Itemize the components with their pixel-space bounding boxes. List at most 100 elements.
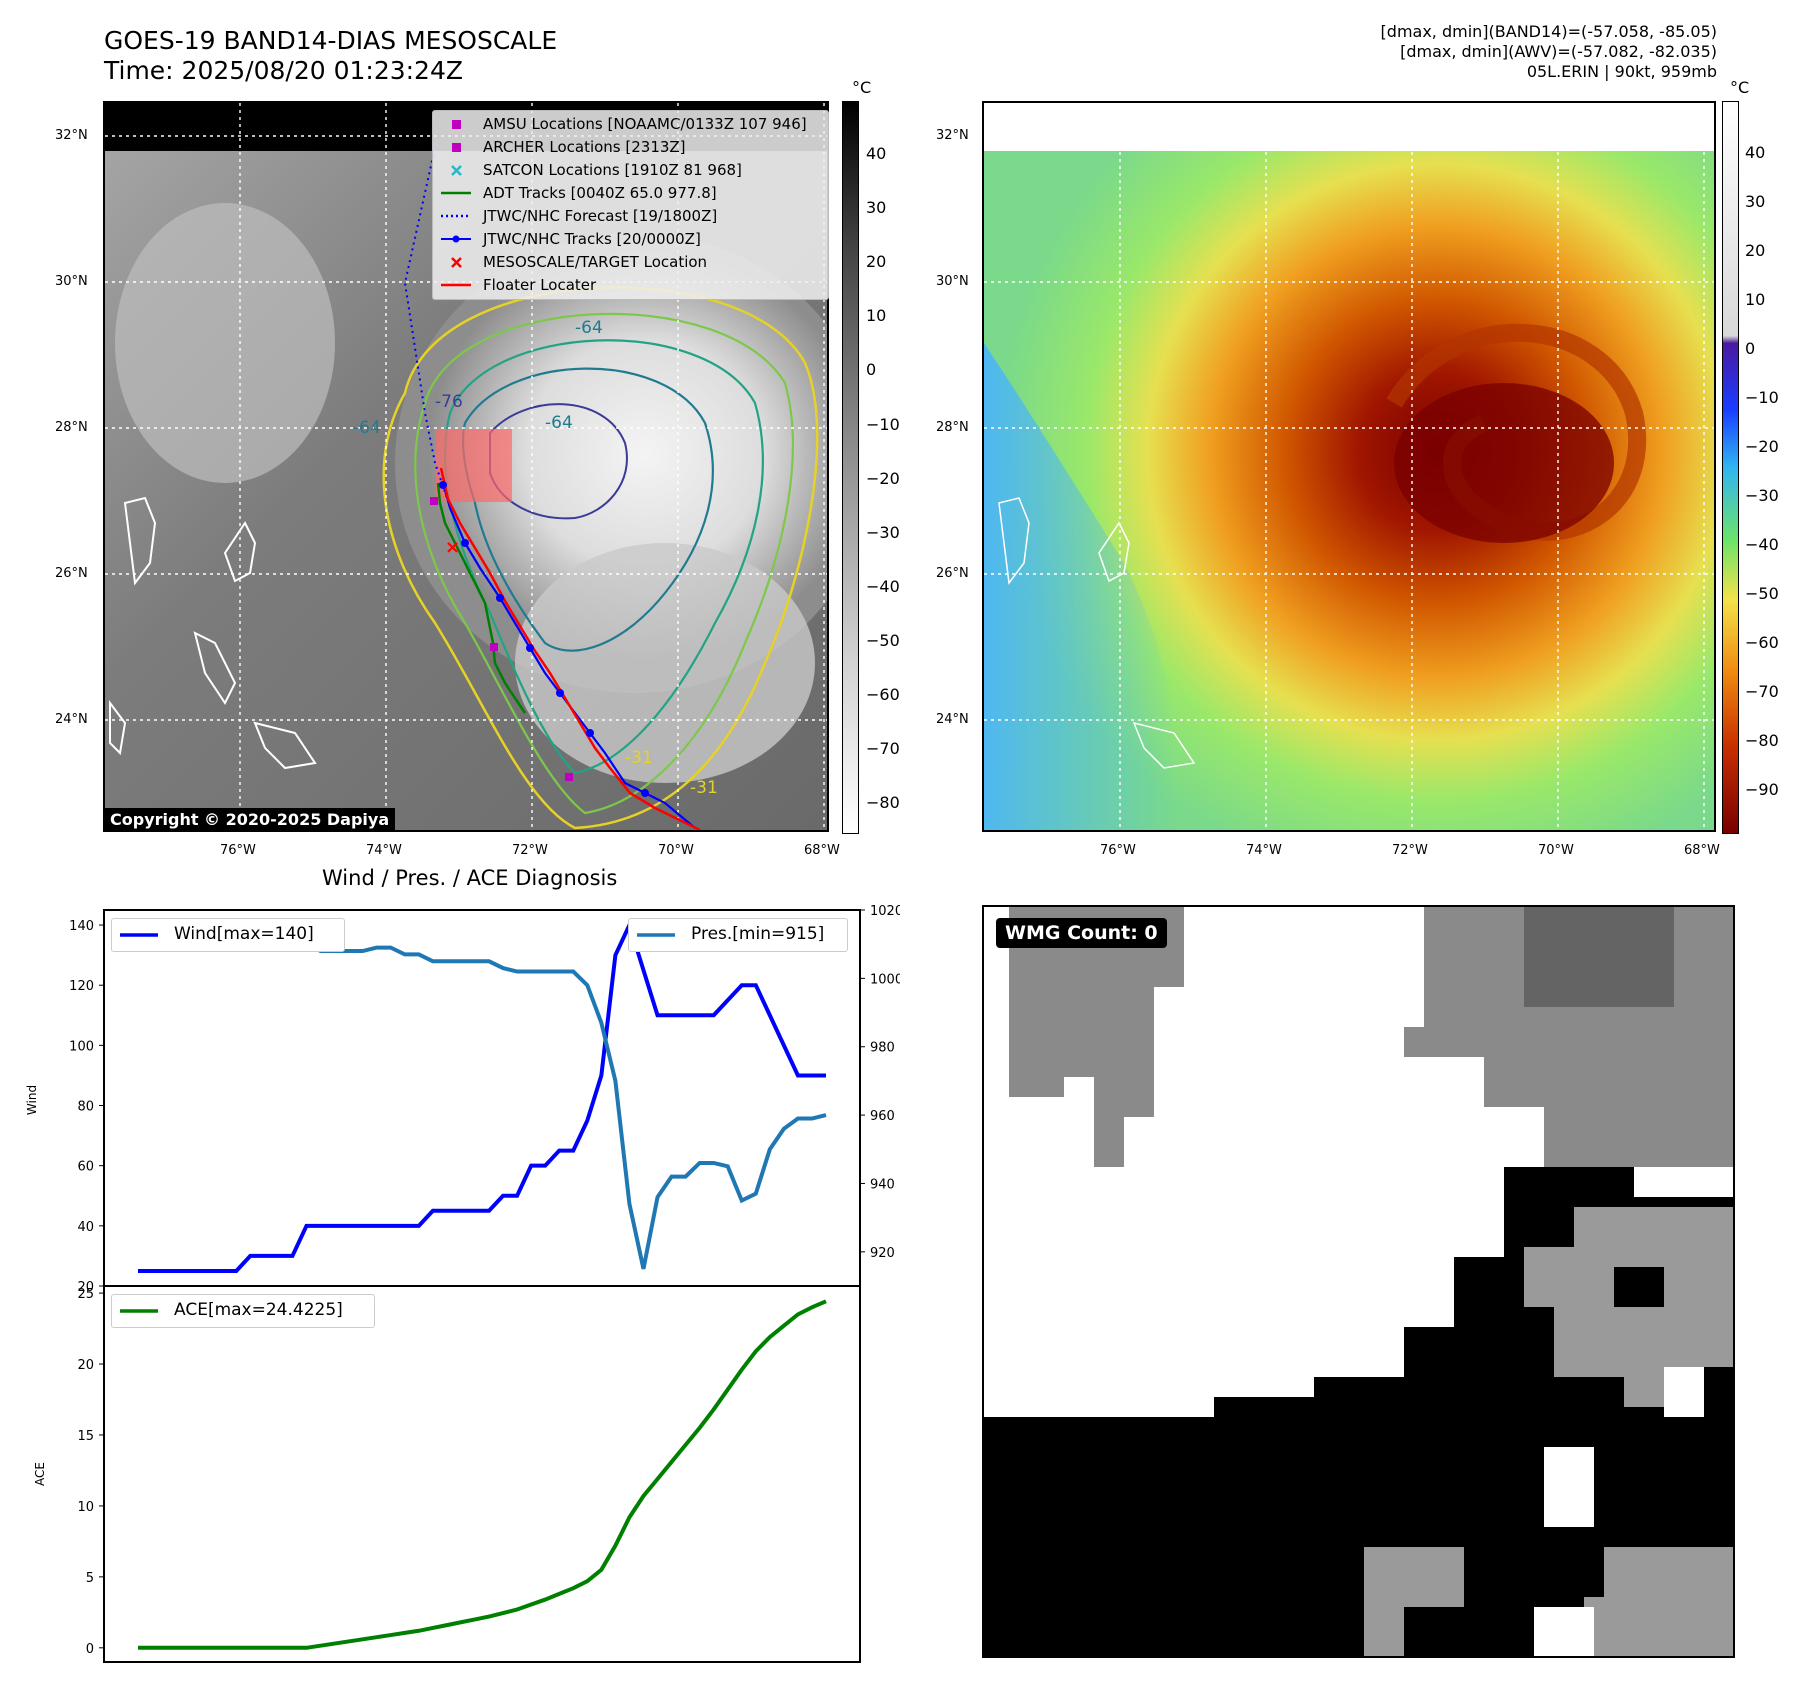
awv-map-panel bbox=[982, 101, 1716, 832]
y-tick-label-right: 1020 bbox=[870, 904, 900, 919]
legend-item-archer: ARCHER Locations [2313Z] bbox=[433, 136, 828, 159]
y-tick-label: 100 bbox=[69, 1039, 94, 1054]
colorbar-tick-label: −20 bbox=[866, 468, 900, 488]
colorbar-tick-label: 10 bbox=[866, 306, 887, 326]
lon-label: 74°W bbox=[1246, 843, 1282, 858]
contour-label: -64 bbox=[545, 413, 573, 433]
wind-pressure-plot-frame bbox=[103, 909, 861, 1287]
awv-map-image bbox=[984, 103, 1714, 830]
figure-title-block: GOES-19 BAND14-DIAS MESOSCALE Time: 2025… bbox=[104, 26, 557, 86]
lon-label: 72°W bbox=[1392, 843, 1428, 858]
colorbar-tick-label: −50 bbox=[1745, 584, 1779, 603]
band14-range: [dmax, dmin](BAND14)=(-57.058, -85.05) bbox=[1380, 22, 1717, 41]
y-tick-label: 120 bbox=[69, 979, 94, 994]
ace-plot-frame bbox=[103, 1285, 861, 1663]
square-marker-icon bbox=[452, 143, 461, 152]
colorbar-unit: °C bbox=[852, 78, 872, 97]
wmg-count-badge: WMG Count: 0 bbox=[996, 918, 1167, 948]
colorbar-tick-label: −60 bbox=[1745, 633, 1779, 652]
y-tick-label: 80 bbox=[77, 1100, 94, 1115]
y-tick-label-right: 940 bbox=[870, 1177, 895, 1192]
wmg-panel bbox=[982, 905, 1735, 1658]
y-tick-label: 40 bbox=[77, 1220, 94, 1235]
lat-label: 28°N bbox=[936, 420, 969, 435]
lat-label: 24°N bbox=[936, 712, 969, 727]
colorbar-tick-label: −10 bbox=[866, 414, 900, 434]
y-tick-label-right: 980 bbox=[870, 1041, 895, 1056]
lat-label: 30°N bbox=[936, 274, 969, 289]
lon-label: 72°W bbox=[512, 843, 548, 858]
colorbar-tick-label: 0 bbox=[866, 360, 877, 380]
line-icon bbox=[441, 283, 471, 287]
y-tick-label: 140 bbox=[69, 919, 94, 934]
wind-series-line bbox=[138, 919, 826, 1273]
contour-label: -31 bbox=[625, 748, 653, 768]
line-dot-icon bbox=[441, 235, 471, 243]
floater-track bbox=[439, 467, 701, 830]
colorbar-tick-label: −70 bbox=[866, 739, 900, 759]
colorbar-tick-label: −90 bbox=[1745, 780, 1779, 799]
colorbar-tick-label: −50 bbox=[866, 630, 900, 650]
ir-colorbar bbox=[842, 101, 859, 834]
contour-label: -31 bbox=[690, 778, 718, 798]
y-tick-label: 0 bbox=[86, 1642, 94, 1657]
awv-colorbar bbox=[1722, 101, 1739, 834]
dotted-line-icon bbox=[441, 214, 471, 218]
colorbar-tick-label: −80 bbox=[1745, 731, 1779, 750]
square-marker-icon bbox=[452, 120, 461, 129]
y-tick-label: 5 bbox=[86, 1571, 94, 1586]
diagnosis-chart: 140 120 100 80 60 40 20 1020 1000 980 960 940 920 25 2… bbox=[0, 880, 949, 1690]
jtwc-track bbox=[441, 482, 696, 829]
colorbar-tick-label: −60 bbox=[866, 685, 900, 704]
colorbar-tick-label: −40 bbox=[1745, 535, 1779, 554]
y-axis-label: Wind bbox=[25, 1085, 39, 1115]
line-icon bbox=[120, 1309, 158, 1313]
figure-title: GOES-19 BAND14-DIAS MESOSCALE bbox=[104, 26, 558, 55]
legend-item-forecast: JTWC/NHC Forecast [19/1800Z] bbox=[433, 205, 828, 228]
colorbar-tick-label: 40 bbox=[1745, 143, 1766, 162]
y-axis-label: ACE bbox=[33, 1462, 47, 1486]
copyright-badge: Copyright © 2020-2025 Dapiya bbox=[104, 808, 396, 831]
colorbar-tick-label: 0 bbox=[1745, 339, 1756, 358]
lat-label: 24°N bbox=[55, 712, 88, 727]
y-tick-label: 15 bbox=[77, 1429, 94, 1444]
lat-label: 32°N bbox=[55, 128, 88, 143]
legend-item-jtwc: JTWC/NHC Tracks [20/0000Z] bbox=[433, 228, 828, 251]
lon-label: 68°W bbox=[1684, 843, 1720, 858]
adt-track bbox=[436, 482, 527, 714]
y-tick-label: 25 bbox=[77, 1287, 94, 1302]
colorbar-tick-label: −70 bbox=[1745, 682, 1779, 701]
y-tick-label: 10 bbox=[77, 1500, 94, 1515]
chart-title: Wind / Pres. / ACE Diagnosis bbox=[322, 866, 618, 890]
colorbar-tick-label: −40 bbox=[866, 576, 900, 596]
y-tick-label-right: 920 bbox=[870, 1246, 895, 1261]
jtwc-track-points bbox=[439, 481, 649, 797]
awv-map-gridlines bbox=[984, 103, 1714, 830]
y-tick-label-right: 960 bbox=[870, 1109, 895, 1124]
awv-colorbar-ticks: 40 30 20 10 0 −10 −20 −30 −40 −50 −60 −70 −80 −90 bbox=[1745, 101, 1795, 832]
colorbar-tick-label: −20 bbox=[1745, 437, 1779, 456]
mesoscale-box bbox=[436, 429, 512, 502]
legend-item-adt: ADT Tracks [0040Z 65.0 977.8] bbox=[433, 182, 828, 205]
y-tick-label-right: 1000 bbox=[870, 972, 900, 987]
wind-legend: Wind[max=140] bbox=[111, 918, 345, 952]
contour-label: -64 bbox=[353, 418, 381, 438]
legend-item-amsu: AMSU Locations [NOAAMC/0133Z 107 946] bbox=[433, 113, 828, 136]
lat-label: 32°N bbox=[936, 128, 969, 143]
storm-info: 05L.ERIN | 90kt, 959mb bbox=[1526, 62, 1717, 81]
colorbar-tick-label: 20 bbox=[866, 252, 887, 272]
x-marker-icon bbox=[451, 165, 462, 176]
line-icon bbox=[120, 933, 158, 937]
y-tick-label: 20 bbox=[77, 1280, 94, 1295]
ace-legend: ACE[max=24.4225] bbox=[111, 1294, 375, 1328]
lat-label: 28°N bbox=[55, 420, 88, 435]
line-icon bbox=[441, 191, 471, 195]
colorbar-tick-label: 30 bbox=[1745, 192, 1766, 211]
lon-label: 76°W bbox=[220, 843, 256, 858]
target-marker: × bbox=[445, 537, 460, 558]
lon-label: 76°W bbox=[1100, 843, 1136, 858]
wmg-mask-image bbox=[984, 907, 1733, 1656]
lon-label: 70°W bbox=[658, 843, 694, 858]
legend-item-target: MESOSCALE/TARGET Location bbox=[433, 251, 828, 274]
figure-time: Time: 2025/08/20 01:23:24Z bbox=[104, 56, 463, 85]
